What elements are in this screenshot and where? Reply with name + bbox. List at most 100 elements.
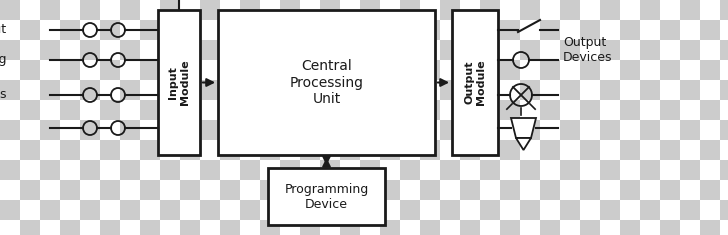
Bar [20,40,40,60]
Bar [340,120,360,140]
Bar [720,120,728,140]
Bar [680,160,700,180]
Bar [380,140,400,160]
Bar [600,80,620,100]
Bar [120,40,140,60]
Bar [720,0,728,20]
Bar [620,40,640,60]
Bar [440,220,460,235]
Bar [620,140,640,160]
Bar [140,140,160,160]
Bar [520,40,540,60]
Bar [100,140,120,160]
Bar [180,100,200,120]
Bar [340,220,360,235]
Bar [120,180,140,200]
Bar [620,180,640,200]
Bar [200,120,220,140]
Bar [540,120,560,140]
Bar [0,120,20,140]
Bar [60,180,80,200]
Bar [340,200,360,220]
Bar [80,160,100,180]
Bar [660,100,680,120]
Bar [440,40,460,60]
Bar [320,40,340,60]
Bar [680,140,700,160]
Bar [300,20,320,40]
Bar [0,40,20,60]
Bar [280,180,300,200]
Bar [700,140,720,160]
Bar [380,80,400,100]
Bar [220,80,240,100]
Bar [460,180,480,200]
Bar [520,140,540,160]
Bar [500,80,520,100]
Bar [360,40,380,60]
Bar [680,40,700,60]
Bar [380,20,400,40]
Bar [80,200,100,220]
Bar [80,80,100,100]
Bar [360,120,380,140]
Bar [420,80,440,100]
Bar [540,0,560,20]
Bar [300,140,320,160]
Bar [400,220,420,235]
Bar [180,60,200,80]
Bar [20,60,40,80]
Bar [480,200,500,220]
Bar [180,40,200,60]
Bar [700,220,720,235]
Bar [620,0,640,20]
Bar [500,140,520,160]
Bar [720,160,728,180]
Bar [240,60,260,80]
Bar [40,80,60,100]
Bar [420,120,440,140]
Bar [340,160,360,180]
Bar [500,180,520,200]
Bar [60,140,80,160]
Bar [540,200,560,220]
Bar [300,80,320,100]
Bar [20,100,40,120]
Bar [560,40,580,60]
Bar [540,140,560,160]
Bar [620,160,640,180]
Bar [620,100,640,120]
Bar [560,0,580,20]
Bar [200,60,220,80]
Bar [500,0,520,20]
Bar [340,140,360,160]
Bar [520,220,540,235]
Bar [400,20,420,40]
Bar [420,220,440,235]
Bar [680,220,700,235]
Text: Sensing: Sensing [0,54,7,67]
Bar [240,120,260,140]
Bar [158,10,200,155]
Bar [20,20,40,40]
Bar [160,60,180,80]
Bar [300,60,320,80]
Bar [218,10,435,155]
Bar [500,100,520,120]
Bar [580,60,600,80]
Bar [120,100,140,120]
Bar [0,60,20,80]
Bar [480,20,500,40]
Bar [140,100,160,120]
Bar [420,160,440,180]
Bar [100,40,120,60]
Bar [120,160,140,180]
Bar [460,60,480,80]
Bar [280,120,300,140]
Bar [660,140,680,160]
Bar [220,220,240,235]
Text: Output
Module: Output Module [464,60,486,105]
Bar [640,180,660,200]
Bar [460,120,480,140]
Bar [20,220,40,235]
